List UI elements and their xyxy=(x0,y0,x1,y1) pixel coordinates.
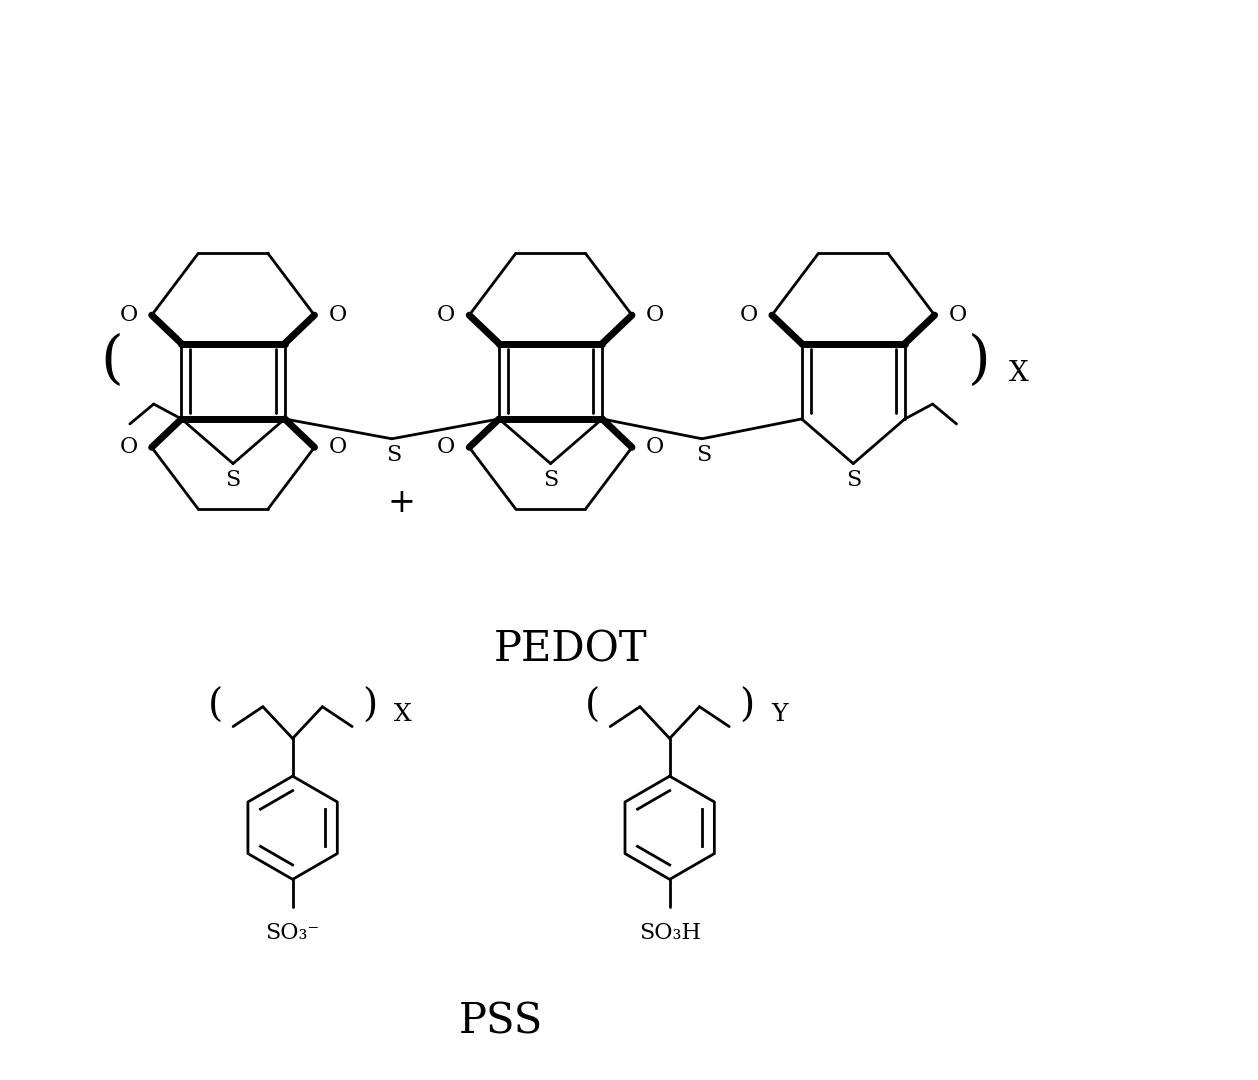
Text: O: O xyxy=(645,436,664,458)
Text: ): ) xyxy=(740,688,755,725)
Text: O: O xyxy=(328,305,347,326)
Text: S: S xyxy=(225,469,240,490)
Text: O: O xyxy=(645,305,664,326)
Text: O: O xyxy=(120,436,138,458)
Text: O: O xyxy=(328,436,347,458)
Text: O: O xyxy=(437,436,455,458)
Text: SO₃H: SO₃H xyxy=(639,922,701,944)
Text: ): ) xyxy=(967,334,990,390)
Text: O: O xyxy=(949,305,966,326)
Text: X: X xyxy=(394,703,411,726)
Text: ): ) xyxy=(362,688,377,725)
Text: PEDOT: PEDOT xyxy=(493,629,648,671)
Text: S: S xyxy=(845,469,860,490)
Text: S: S xyxy=(543,469,559,490)
Text: +: + xyxy=(387,487,415,519)
Text: O: O xyxy=(120,305,138,326)
Text: X: X xyxy=(1009,360,1029,387)
Text: O: O xyxy=(740,305,759,326)
Text: S: S xyxy=(386,444,401,465)
Text: SO₃⁻: SO₃⁻ xyxy=(265,922,320,944)
Text: S: S xyxy=(696,444,712,465)
Text: (: ( xyxy=(585,688,600,725)
Text: O: O xyxy=(437,305,455,326)
Text: (: ( xyxy=(101,334,123,390)
Text: Y: Y xyxy=(771,703,788,726)
Text: (: ( xyxy=(208,688,223,725)
Text: PSS: PSS xyxy=(459,1000,543,1042)
